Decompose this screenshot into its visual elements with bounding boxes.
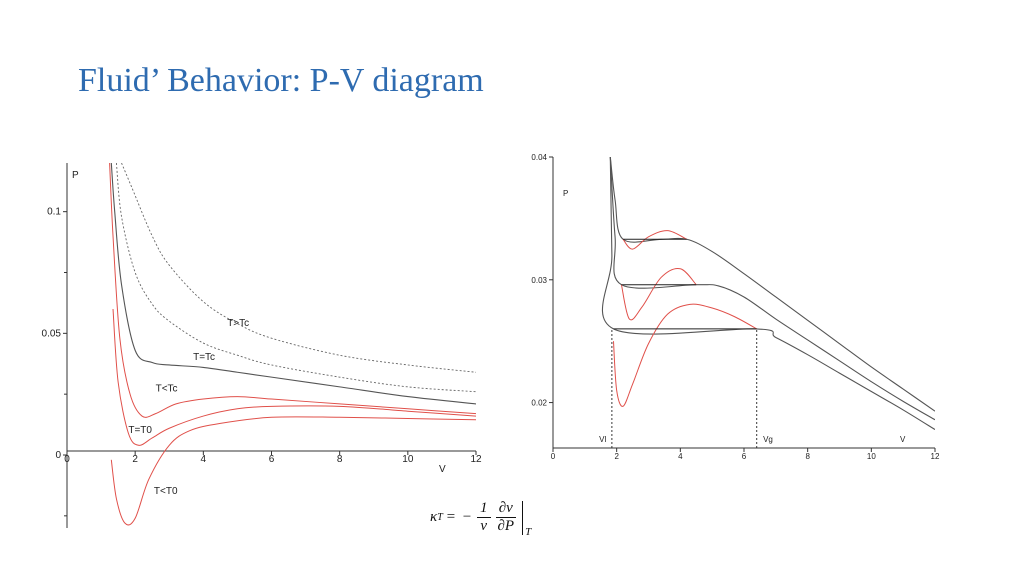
right-annotation: Vl [599, 435, 606, 444]
formula-fraction-2: ∂v ∂P [495, 500, 518, 535]
right-annotation: Vg [763, 435, 773, 444]
left-y-tick-label: 0.1 [47, 207, 61, 218]
right-x-tick-label: 4 [678, 452, 683, 461]
left-x-tick-label: 10 [402, 454, 414, 465]
right-series-red-line [612, 303, 757, 407]
left-series-solid-line [110, 163, 476, 405]
left-series-red-line [109, 163, 476, 418]
right-series-solid-line [602, 157, 935, 431]
left-x-tick-label: 8 [337, 454, 343, 465]
formula-kappa-sub: T [437, 512, 443, 523]
left-x-tick-label: 2 [132, 454, 138, 465]
right-series-red-line [622, 230, 687, 250]
left-annotation: T<Tc [156, 384, 178, 395]
formula-frac2-num: ∂v [495, 500, 516, 518]
right-series-red-line [620, 267, 697, 321]
right-y-tick-label: 0.03 [531, 276, 547, 285]
right-x-tick-label: 10 [867, 452, 876, 461]
left-series-dotted-line [121, 163, 476, 373]
right-y-axis-label: P [563, 189, 568, 198]
formula-equals: = [445, 509, 456, 525]
left-annotation: T<T0 [154, 486, 178, 497]
left-y-axis-label: P [72, 170, 79, 181]
right-x-tick-label: 2 [614, 452, 619, 461]
left-x-tick-label: 6 [269, 454, 275, 465]
formula-kappa: κ [430, 509, 438, 525]
right-x-tick-label: 12 [931, 452, 940, 461]
formula-frac1-num: 1 [477, 500, 491, 518]
left-x-tick-label: 12 [470, 454, 482, 465]
left-series-red-line [110, 416, 476, 526]
left-y-tick-label: 0.05 [42, 328, 62, 339]
formula-fraction-1: 1 v [477, 500, 491, 535]
formula-frac1-den: v [480, 518, 488, 534]
formula-eval-bar [522, 500, 524, 535]
right-x-tick-label: 8 [805, 452, 810, 461]
right-y-tick-label: 0.02 [531, 399, 547, 408]
right-annotation: V [900, 435, 906, 444]
formula-minus: − [461, 509, 473, 525]
slide-title: Fluid’ Behavior: P-V diagram [78, 62, 484, 99]
left-annotation: T=T0 [128, 425, 152, 436]
left-x-axis-label: V [439, 464, 446, 475]
right-x-tick-label: 6 [742, 452, 747, 461]
right-x-tick-label: 0 [551, 452, 556, 461]
formula-frac2-den: ∂P [497, 518, 515, 534]
left-y-tick-label: 0 [55, 450, 61, 461]
left-series-red-line [112, 308, 476, 446]
left-annotation: T=Tc [193, 352, 215, 363]
right-y-tick-label: 0.04 [531, 153, 547, 162]
right-series-solid-line [609, 157, 935, 412]
right-series-solid-line [609, 157, 935, 421]
left-x-tick-label: 4 [201, 454, 207, 465]
left-x-tick-label: 0 [64, 454, 70, 465]
left-annotation: T>Tc [227, 318, 249, 329]
formula-eval-sub: T [525, 525, 532, 538]
